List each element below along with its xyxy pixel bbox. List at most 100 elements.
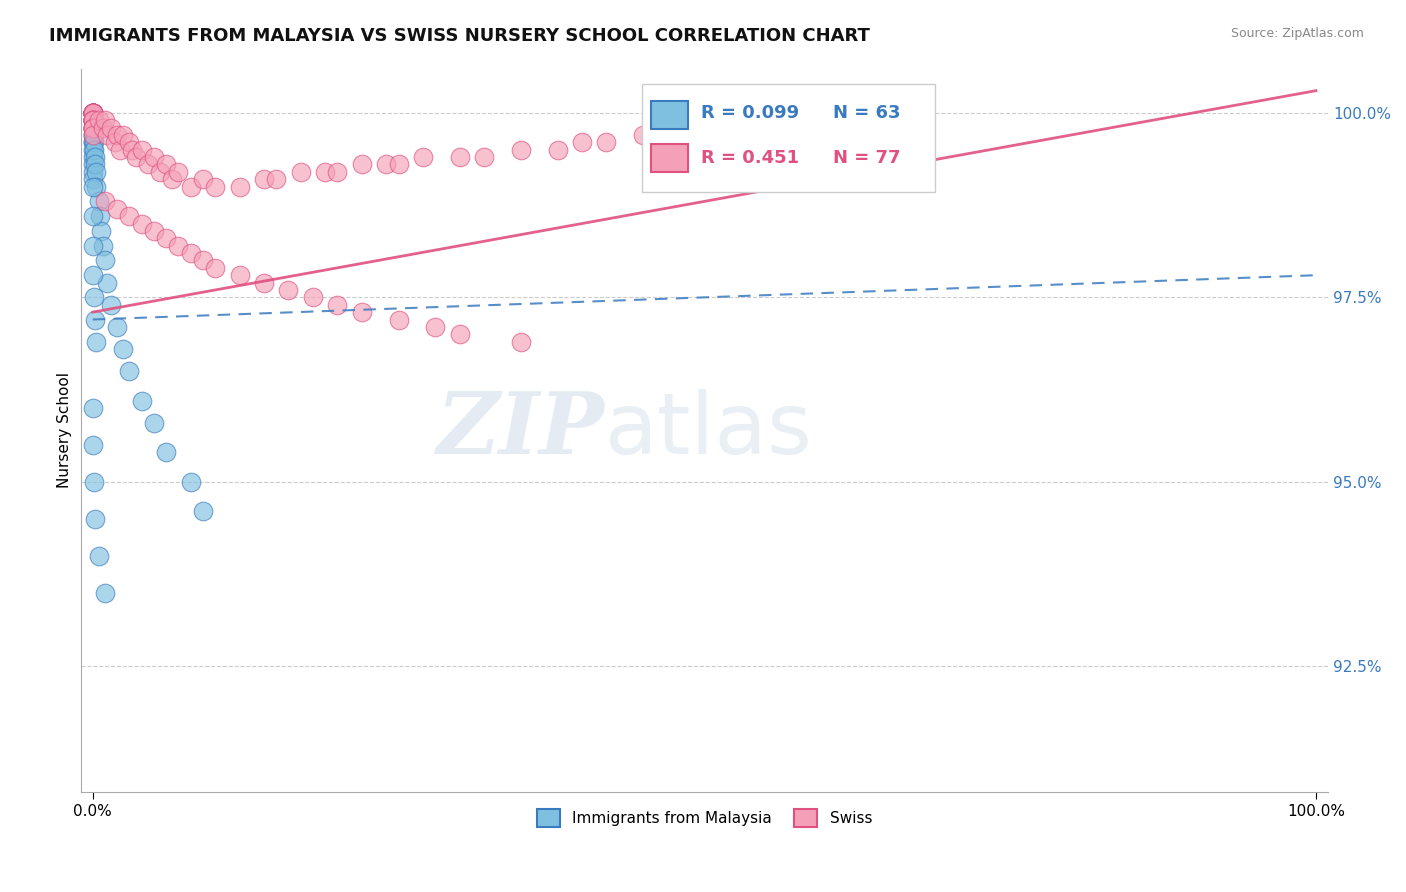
Point [83, 290, 105, 304]
Point [167, 238, 190, 252]
Point [82, 120, 104, 135]
Point [82, 105, 104, 120]
Text: Source: ZipAtlas.com: Source: ZipAtlas.com [1230, 27, 1364, 40]
Point [82, 120, 104, 135]
Point [82, 113, 104, 128]
Point [142, 150, 165, 164]
Text: R = 0.099: R = 0.099 [700, 104, 799, 122]
Point [100, 120, 122, 135]
Point [387, 157, 409, 171]
Point [104, 136, 127, 150]
Point [142, 416, 165, 430]
Point [191, 504, 214, 518]
Point [180, 246, 202, 260]
Point [86, 334, 108, 349]
Point [228, 179, 250, 194]
Point [84, 312, 107, 326]
Point [105, 202, 128, 216]
Point [82, 128, 104, 142]
Point [82, 179, 104, 194]
Point [82, 105, 104, 120]
Point [82, 172, 104, 186]
Point [82, 143, 104, 157]
Point [82, 120, 104, 135]
Point [82, 113, 104, 128]
Point [82, 105, 104, 120]
Point [449, 327, 471, 342]
Point [100, 298, 122, 312]
Point [82, 136, 104, 150]
Point [82, 128, 104, 142]
Point [82, 120, 104, 135]
Point [82, 105, 104, 120]
Point [121, 143, 143, 157]
Point [82, 105, 104, 120]
Text: N = 63: N = 63 [832, 104, 900, 122]
Point [167, 165, 190, 179]
Point [595, 136, 617, 150]
Point [118, 136, 141, 150]
Point [82, 105, 104, 120]
Point [131, 217, 153, 231]
Point [87, 113, 110, 128]
Point [83, 475, 105, 489]
Point [264, 172, 287, 186]
Point [204, 179, 226, 194]
Point [89, 209, 111, 223]
Point [82, 113, 104, 128]
Text: N = 77: N = 77 [832, 148, 900, 167]
Point [105, 319, 128, 334]
Point [277, 283, 299, 297]
Point [155, 157, 177, 171]
Point [412, 150, 434, 164]
Point [91, 238, 114, 252]
Point [82, 268, 104, 283]
Point [82, 105, 104, 120]
Point [82, 105, 104, 120]
Point [155, 445, 177, 459]
Point [105, 128, 128, 142]
Point [82, 105, 104, 120]
Point [326, 298, 349, 312]
Point [131, 393, 153, 408]
Point [82, 113, 104, 128]
Point [571, 136, 593, 150]
Point [472, 150, 495, 164]
Point [375, 157, 398, 171]
Point [82, 113, 104, 128]
Point [83, 120, 105, 135]
Point [302, 290, 325, 304]
Point [94, 585, 117, 599]
Point [82, 120, 104, 135]
Point [84, 512, 107, 526]
Point [387, 312, 409, 326]
Point [82, 113, 104, 128]
Text: ZIP: ZIP [437, 389, 605, 472]
Point [108, 143, 131, 157]
Point [82, 105, 104, 120]
Point [449, 150, 471, 164]
Point [162, 172, 184, 186]
Point [204, 260, 226, 275]
Point [509, 334, 531, 349]
Point [228, 268, 250, 283]
Point [82, 165, 104, 179]
Point [82, 157, 104, 171]
Point [94, 113, 117, 128]
Point [82, 105, 104, 120]
Point [82, 401, 104, 416]
Point [350, 157, 373, 171]
Point [136, 157, 159, 171]
Point [112, 128, 135, 142]
Point [425, 319, 447, 334]
Point [155, 231, 177, 245]
Point [82, 209, 104, 223]
Point [142, 224, 165, 238]
Bar [651, 145, 688, 172]
Point [94, 253, 117, 268]
Point [314, 165, 336, 179]
Point [509, 143, 531, 157]
Point [86, 165, 108, 179]
Text: atlas: atlas [605, 389, 813, 472]
Bar [651, 101, 688, 128]
